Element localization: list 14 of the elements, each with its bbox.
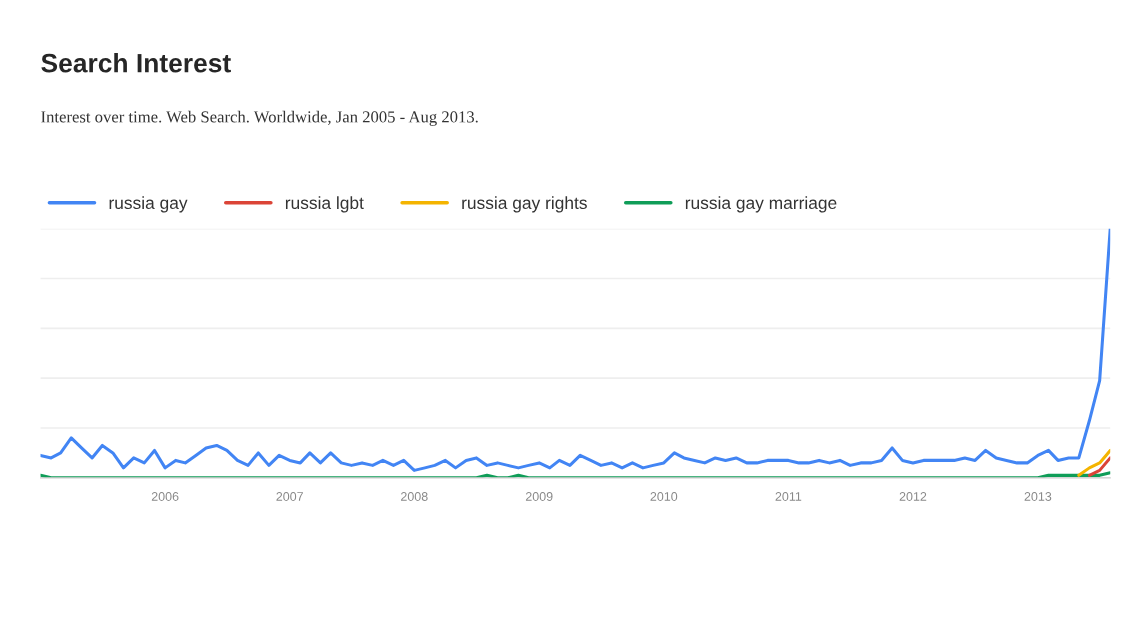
x-tick-label: 2009 <box>525 492 553 501</box>
legend-label: russia gay rights <box>462 196 587 213</box>
x-tick-label: 2007 <box>276 492 303 501</box>
legend-label: russia gay marriage <box>685 196 837 213</box>
x-tick-label: 2006 <box>151 492 179 501</box>
x-tick-label: 2013 <box>1024 492 1052 501</box>
x-tick-label: 2011 <box>775 492 802 501</box>
x-tick-label: 2012 <box>899 492 927 501</box>
legend-label: russia lgbt <box>285 196 364 213</box>
chart-title: Search Interest <box>41 53 231 73</box>
x-tick-label: 2010 <box>650 492 678 501</box>
chart-subtitle: Interest over time. Web Search. Worldwide, Jan 2005 - Aug 2013. <box>41 110 478 126</box>
x-tick-label: 2008 <box>401 492 428 501</box>
legend-label: russia gay <box>109 196 188 213</box>
